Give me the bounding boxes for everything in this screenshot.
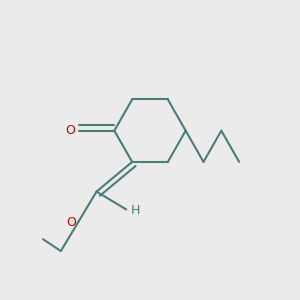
Text: O: O	[66, 216, 76, 229]
Text: H: H	[131, 204, 140, 218]
Text: O: O	[65, 124, 75, 137]
